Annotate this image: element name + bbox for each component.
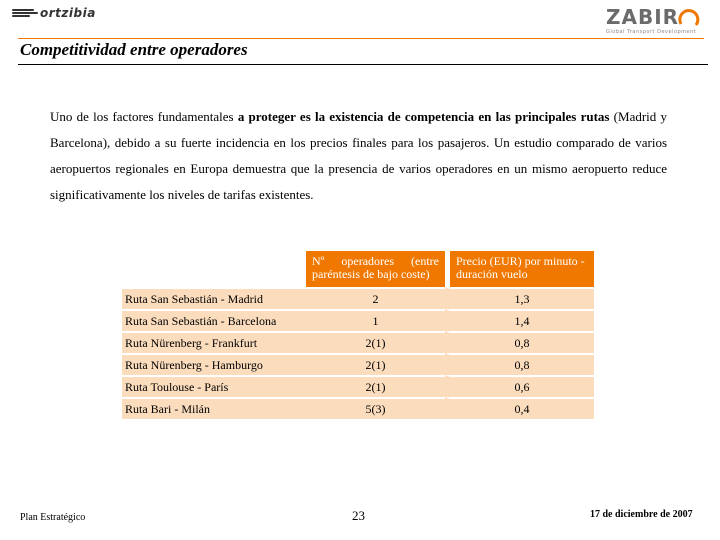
body-text-emphasis: a proteger es la existencia de competenc…	[237, 109, 610, 124]
operators-cell: 2(1)	[306, 331, 445, 353]
operators-cell: 1	[306, 309, 445, 331]
footer-document-name: Plan Estratégico	[20, 512, 86, 523]
title-underline	[18, 64, 708, 65]
operators-cell: 2(1)	[306, 353, 445, 375]
footer-date: 17 de diciembre de 2007	[590, 509, 693, 520]
table-row: Ruta Nürenberg - Frankfurt 2(1) 0,8	[122, 331, 594, 353]
left-logo-text: ortzibia	[40, 6, 96, 20]
right-logo-tagline: Global Transport Development	[606, 29, 697, 35]
page-title: Competitividad entre operadores	[20, 40, 248, 59]
price-cell: 0,8	[445, 331, 594, 353]
table-row: Ruta Bari - Milán 5(3) 0,4	[122, 397, 594, 419]
title-top-rule	[18, 38, 704, 39]
route-cell: Ruta Bari - Milán	[122, 397, 306, 419]
operators-cell: 2	[306, 287, 445, 309]
price-column-header: Precio (EUR) por minuto - duración vuelo	[445, 251, 594, 287]
right-logo-text: ZABIR	[606, 5, 680, 29]
price-cell: 0,6	[445, 375, 594, 397]
table-row: Ruta San Sebastián - Madrid 2 1,3	[122, 287, 594, 309]
route-cell: Ruta San Sebastián - Barcelona	[122, 309, 306, 331]
price-cell: 0,8	[445, 353, 594, 375]
route-cell: Ruta Toulouse - París	[122, 375, 306, 397]
operators-cell: 5(3)	[306, 397, 445, 419]
price-cell: 1,4	[445, 309, 594, 331]
table-row: Ruta Nürenberg - Hamburgo 2(1) 0,8	[122, 353, 594, 375]
table-row: Ruta San Sebastián - Barcelona 1 1,4	[122, 309, 594, 331]
comparison-table: Nº operadores (entre paréntesis de bajo …	[122, 251, 594, 419]
table-header-row: Nº operadores (entre paréntesis de bajo …	[122, 251, 594, 287]
route-cell: Ruta Nürenberg - Hamburgo	[122, 353, 306, 375]
ortzibia-logo: ortzibia	[12, 6, 96, 20]
speed-lines-icon	[12, 9, 38, 17]
table-header-blank	[122, 251, 306, 287]
route-cell: Ruta Nürenberg - Frankfurt	[122, 331, 306, 353]
body-paragraph: Uno de los factores fundamentales a prot…	[50, 104, 667, 208]
body-text-part-3: (Madrid y Barcelona), debido a su fuerte…	[50, 109, 667, 202]
table-row: Ruta Toulouse - París 2(1) 0,6	[122, 375, 594, 397]
orange-swoosh-icon	[678, 9, 700, 26]
operators-column-header: Nº operadores (entre paréntesis de bajo …	[306, 251, 445, 287]
page-number: 23	[352, 508, 365, 523]
price-cell: 1,3	[445, 287, 594, 309]
operators-cell: 2(1)	[306, 375, 445, 397]
zabir-logo: ZABIR Global Transport Development	[606, 6, 716, 38]
price-cell: 0,4	[445, 397, 594, 419]
route-cell: Ruta San Sebastián - Madrid	[122, 287, 306, 309]
body-text-part-1: Uno de los factores fundamentales	[50, 109, 238, 124]
